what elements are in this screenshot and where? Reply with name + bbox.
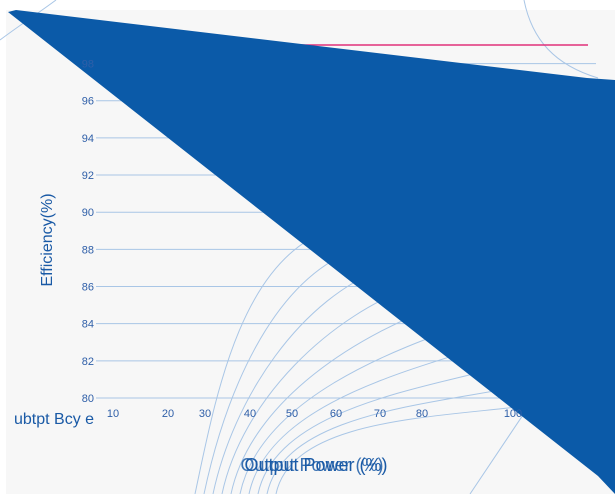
y-tick-labels: 80 82 84 86 88 90 92 94 96 98: [82, 59, 94, 405]
overlapping-caption: ubtpt Bcy e: [14, 411, 94, 428]
x-tick-label: 30: [199, 408, 211, 420]
x-tick-label: 40: [244, 408, 256, 420]
blue-triangle-band: [8, 10, 615, 494]
x-tick-label: 60: [330, 408, 342, 420]
x-tick-label: 100: [504, 408, 522, 420]
efficiency-curve: [203, 247, 361, 494]
y-tick-label: 92: [82, 170, 94, 182]
x-tick-labels: 10 20 30 40 50 60 70 80 100: [107, 408, 522, 420]
x-tick-label: 10: [107, 408, 119, 420]
x-axis-label-overlap: Output Power (%): [240, 455, 383, 475]
curve-top-right: [523, 0, 599, 79]
y-tick-label: 90: [82, 207, 94, 219]
y-tick-label: 86: [82, 282, 94, 294]
y-tick-label: 98: [82, 59, 94, 71]
x-tick-label: 80: [416, 408, 428, 420]
x-tick-label: 50: [286, 408, 298, 420]
y-tick-label: 94: [82, 133, 94, 145]
efficiency-curve: [194, 229, 331, 494]
x-tick-label: 70: [374, 408, 386, 420]
x-tick-label: 20: [162, 408, 174, 420]
y-tick-label: 88: [82, 244, 94, 256]
y-tick-label: 96: [82, 96, 94, 108]
y-tick-label: 82: [82, 356, 94, 368]
y-tick-label: 80: [82, 393, 94, 405]
y-tick-label: 84: [82, 319, 94, 331]
y-axis-label: Efficiency(%): [39, 193, 56, 286]
x-axis-label: Output Power (%): [244, 455, 387, 475]
